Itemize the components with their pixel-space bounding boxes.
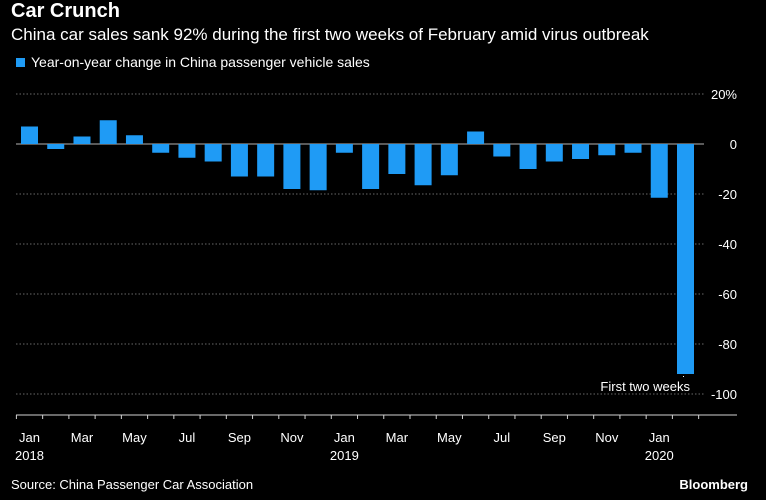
x-year-label: 2019 [330, 448, 359, 463]
bar [99, 120, 117, 144]
bar [519, 144, 537, 169]
bar [414, 144, 432, 186]
x-year-label: 2020 [645, 448, 674, 463]
bar [257, 144, 275, 177]
x-year-label: 2018 [15, 448, 44, 463]
chart-title: Car Crunch [11, 0, 120, 22]
bar [21, 126, 38, 144]
y-tick-label: 20% [711, 87, 737, 102]
x-tick-label: Jan [19, 430, 40, 445]
y-tick-label: 0 [730, 137, 737, 152]
chart-subtitle: China car sales sank 92% during the firs… [11, 25, 649, 44]
y-tick-label: -60 [718, 287, 737, 302]
y-tick-label: -100 [711, 387, 737, 402]
bar [73, 136, 91, 144]
x-tick-label: Mar [71, 430, 94, 445]
x-tick-label: Mar [386, 430, 409, 445]
bar [152, 144, 170, 153]
bar [178, 144, 196, 158]
x-tick-label: Sep [543, 430, 566, 445]
legend-label: Year-on-year change in China passenger v… [31, 54, 370, 70]
bar [650, 144, 668, 198]
bar [362, 144, 380, 189]
y-tick-label: -80 [718, 337, 737, 352]
bar [467, 131, 485, 144]
bar [493, 144, 511, 157]
bar [572, 144, 590, 159]
legend: Year-on-year change in China passenger v… [16, 54, 370, 70]
x-tick-label: Sep [228, 430, 251, 445]
bar [598, 144, 616, 156]
bar [440, 144, 458, 176]
x-tick-label: May [437, 430, 462, 445]
x-tick-label: Jul [494, 430, 511, 445]
bar [283, 144, 301, 189]
bar [335, 144, 353, 153]
y-tick-label: -20 [718, 187, 737, 202]
source-note: Source: China Passenger Car Association [11, 477, 254, 492]
bar [545, 144, 563, 162]
bar [125, 135, 143, 144]
bar [204, 144, 222, 162]
bar [309, 144, 327, 191]
bar [230, 144, 248, 177]
x-tick-label: Jan [334, 430, 355, 445]
y-tick-label: -40 [718, 237, 737, 252]
x-tick-label: Nov [280, 430, 304, 445]
x-tick-label: Jan [649, 430, 670, 445]
bar [677, 144, 694, 374]
annotation-label: First two weeks [600, 379, 690, 394]
x-tick-label: Jul [179, 430, 196, 445]
legend-swatch [16, 57, 25, 67]
bar [47, 144, 65, 149]
x-tick-label: Nov [595, 430, 619, 445]
bloomberg-logo: Bloomberg [679, 477, 748, 492]
bar [388, 144, 406, 174]
bar [624, 144, 642, 153]
x-tick-label: May [122, 430, 147, 445]
